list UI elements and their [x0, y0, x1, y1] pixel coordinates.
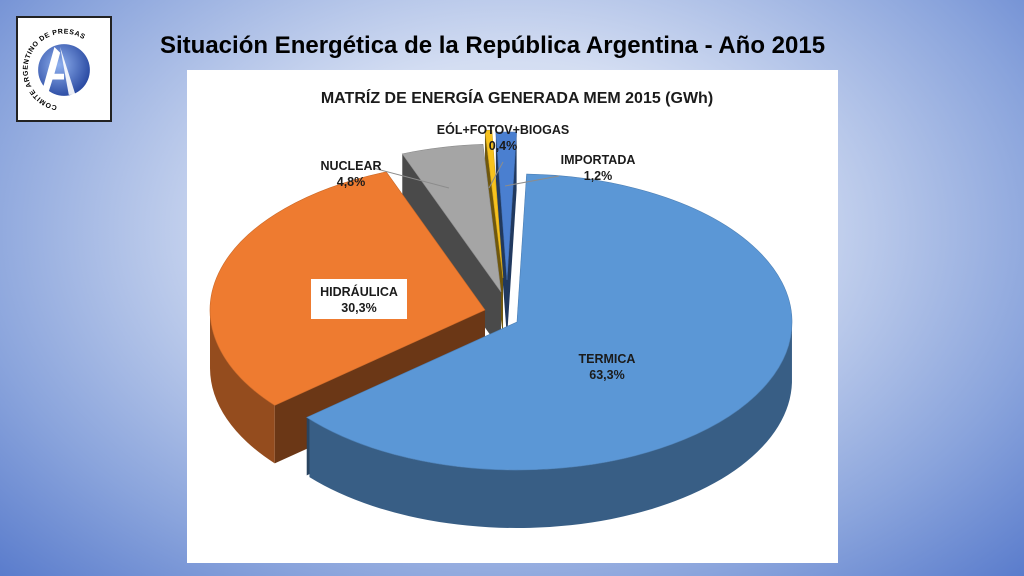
pie-side-hidr-ulica [210, 310, 275, 464]
leader-line-nuclear [372, 167, 450, 189]
pie-side-termica [309, 324, 792, 528]
dam-committee-logo-icon: COMITE ARGENTINO DE PRESAS [23, 28, 90, 111]
page-title: Situación Energética de la República Arg… [160, 32, 826, 59]
pie-chart: MATRÍZ DE ENERGÍA GENERADA MEM 2015 (GWh… [209, 88, 793, 528]
pie-edge-importada-0 [495, 132, 507, 338]
leader-line-importada [504, 175, 560, 187]
pie-slice-e-l-fotov-biogas [484, 129, 504, 279]
slice-value-hidr-ulica: 30,3% [341, 301, 376, 315]
pie-slice-termica [306, 173, 793, 471]
chart-title: MATRÍZ DE ENERGÍA GENERADA MEM 2015 (GWh… [321, 88, 713, 107]
slice-label-hidr-ulica: HIDRÁULICA [320, 284, 398, 299]
chart-panel: MATRÍZ DE ENERGÍA GENERADA MEM 2015 (GWh… [187, 70, 838, 563]
slice-label-nuclear: NUCLEAR [320, 159, 381, 173]
slice-value-nuclear: 4,8% [337, 175, 366, 189]
slice-label-importada: IMPORTADA [561, 153, 636, 167]
slice-value-termica: 63,3% [589, 368, 624, 382]
leader-line-e-l-fotov-biogas [488, 161, 504, 189]
label-box-hidr-ulica [311, 279, 407, 319]
slice-value-importada: 1,2% [584, 169, 613, 183]
pie-edge-importada-1 [507, 132, 517, 338]
pie-slice-nuclear [401, 144, 502, 293]
slice-value-e-l-fotov-biogas: 0,4% [489, 139, 518, 153]
pie-slice-importada [495, 131, 517, 281]
slice-label-termica: TERMICA [579, 352, 636, 366]
slice-label-e-l-fotov-biogas: EÓL+FOTOV+BIOGAS [437, 122, 569, 137]
logo: COMITE ARGENTINO DE PRESAS [16, 16, 112, 122]
